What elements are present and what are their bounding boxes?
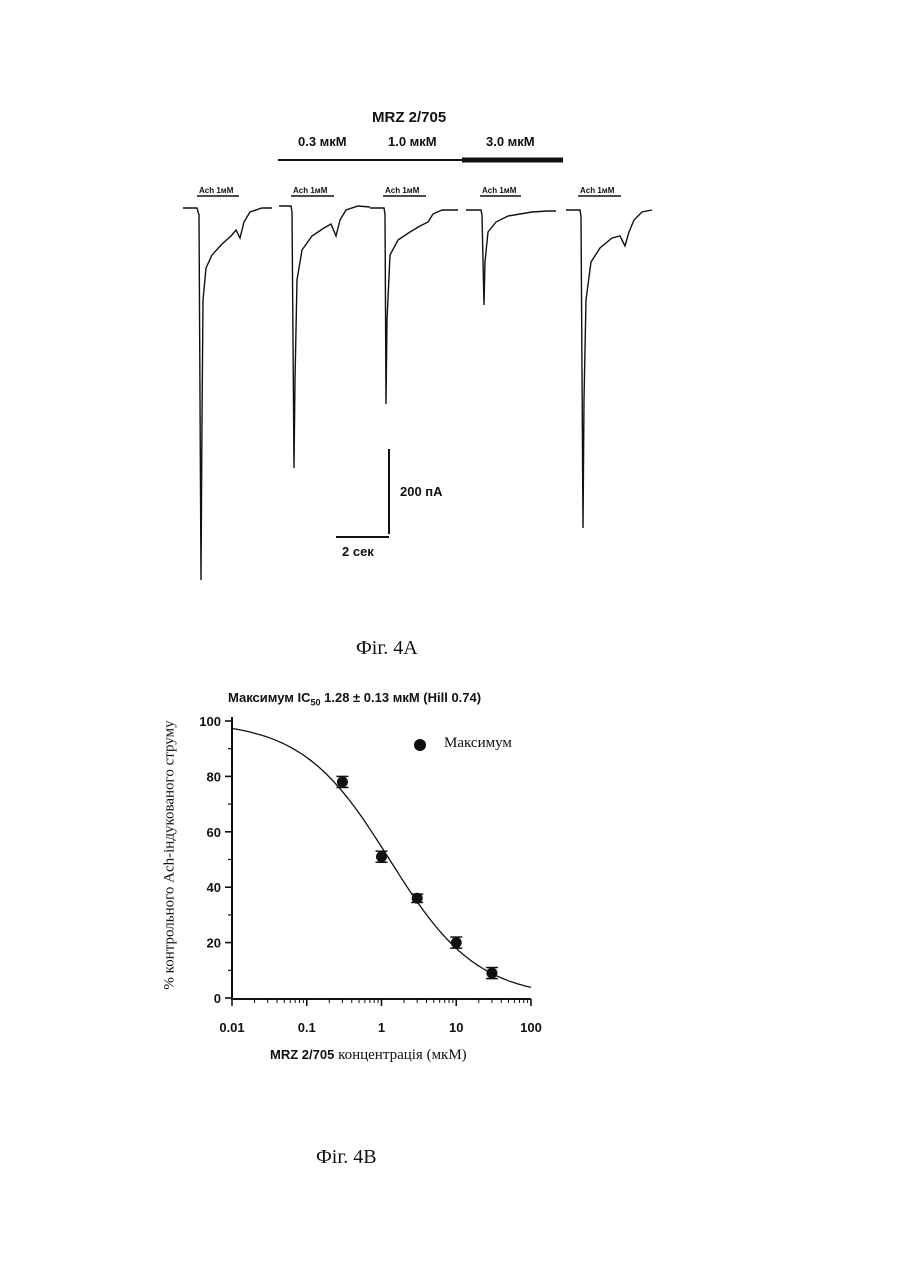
data-point — [486, 968, 497, 979]
x-axis-label-compound: MRZ 2/705 — [270, 1047, 334, 1062]
dose-response-chart: 0 20 40 60 80 100 0.01 0.1 1 10 100 — [0, 0, 901, 1100]
x-tick-label: 100 — [520, 1020, 542, 1035]
x-tick-label: 0.1 — [298, 1020, 316, 1035]
x-axis-label-unit: концентрація (мкМ) — [334, 1047, 466, 1063]
x-tick-label: 1 — [378, 1020, 385, 1035]
data-point — [451, 937, 462, 948]
data-point — [337, 776, 348, 787]
data-point — [412, 893, 423, 904]
y-tick-label: 0 — [214, 991, 221, 1006]
y-tick-label: 20 — [207, 936, 221, 951]
y-tick-label: 60 — [207, 825, 221, 840]
y-tick-label: 100 — [199, 714, 221, 729]
data-point — [376, 851, 387, 862]
legend-label: Максимум — [444, 735, 512, 752]
y-tick-label: 40 — [207, 880, 221, 895]
x-tick-label: 10 — [449, 1020, 463, 1035]
x-axis-label: MRZ 2/705 концентрація (мкМ) — [270, 1046, 467, 1064]
y-axis-label-text: % контрольного Ach-індукованого струму — [162, 720, 179, 989]
legend-marker — [414, 739, 426, 751]
figure-4b-caption: Фіг. 4В — [316, 1146, 377, 1169]
y-tick-label: 80 — [207, 769, 221, 784]
x-tick-label: 0.01 — [219, 1020, 244, 1035]
